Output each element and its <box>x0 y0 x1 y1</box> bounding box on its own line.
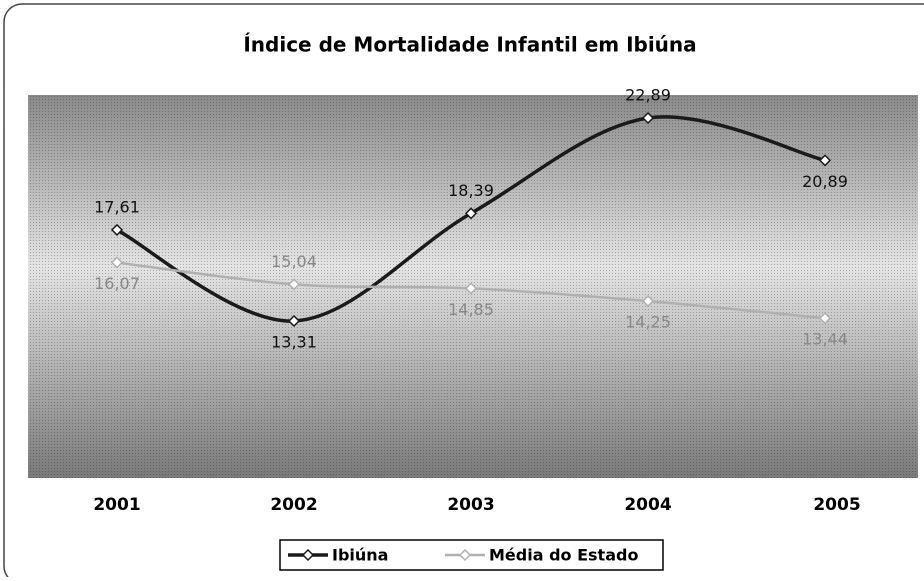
chart-title: Índice de Mortalidade Infantil em Ibiúna <box>243 33 696 57</box>
point-marker <box>464 282 478 295</box>
point-marker <box>641 295 655 308</box>
legend-label: Média do Estado <box>489 546 638 565</box>
x-tick-label: 2005 <box>813 495 860 515</box>
point-marker <box>464 207 478 220</box>
point-marker <box>287 278 301 291</box>
legend-marker <box>301 548 315 562</box>
data-label: 14,85 <box>448 300 494 319</box>
data-label: 13,31 <box>271 333 317 352</box>
legend-label: Ibiúna <box>332 546 388 565</box>
point-marker <box>110 256 124 269</box>
data-label: 16,07 <box>94 274 140 293</box>
x-tick-label: 2002 <box>270 495 317 515</box>
point-marker <box>287 314 301 328</box>
x-tick-label: 2003 <box>447 495 494 515</box>
data-label: 17,61 <box>94 197 140 216</box>
data-label: 22,89 <box>625 86 671 105</box>
data-label: 15,04 <box>271 252 317 271</box>
data-label: 14,25 <box>625 313 671 332</box>
point-marker <box>818 312 832 325</box>
data-label: 13,44 <box>802 330 848 349</box>
legend-marker <box>458 548 472 562</box>
point-marker <box>641 111 655 125</box>
data-label: 18,39 <box>448 181 494 200</box>
point-marker <box>818 154 832 167</box>
point-marker <box>110 223 124 236</box>
data-label: 20,89 <box>802 172 848 191</box>
x-tick-label: 2001 <box>93 495 140 515</box>
x-tick-label: 2004 <box>624 495 671 515</box>
